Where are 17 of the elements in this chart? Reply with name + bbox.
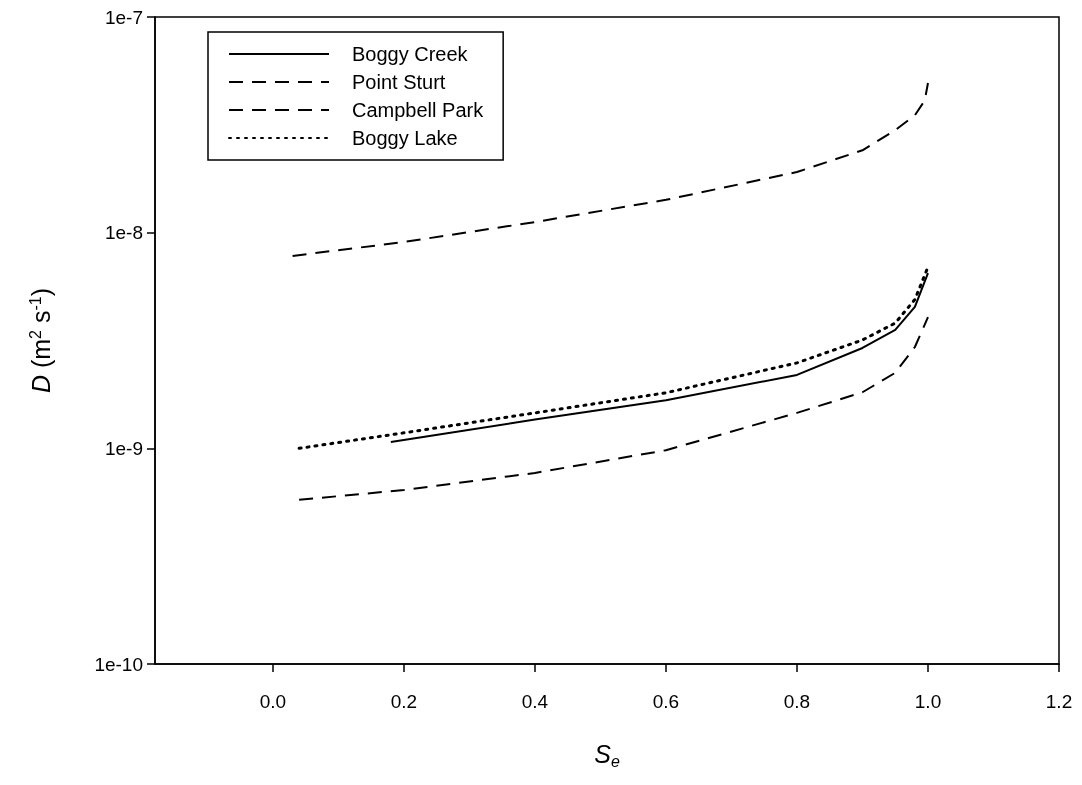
legend-label: Boggy Lake: [352, 127, 458, 149]
legend-label: Campbell Park: [352, 99, 485, 121]
line-series: [298, 316, 929, 501]
x-tick-label: 0.0: [259, 691, 287, 712]
x-tick-label: 0.8: [783, 691, 811, 712]
legend-label: Point Sturt: [352, 71, 446, 93]
legend-label: Boggy Creek: [352, 43, 469, 65]
y-tick-label: 1e-7: [104, 6, 143, 28]
y-tick-label: 1e-8: [104, 222, 143, 244]
y-tick-label: 1e-9: [104, 437, 143, 459]
x-tick-label: 1.2: [1045, 691, 1073, 712]
x-tick-label: 0.4: [521, 691, 549, 712]
x-tick-label: 0.2: [390, 691, 418, 712]
y-tick-label: 1e-10: [94, 653, 143, 675]
y-axis-title: D (m2 s-1): [26, 287, 55, 394]
x-tick-label: 0.6: [652, 691, 680, 712]
x-tick-label: 1.0: [914, 691, 942, 712]
